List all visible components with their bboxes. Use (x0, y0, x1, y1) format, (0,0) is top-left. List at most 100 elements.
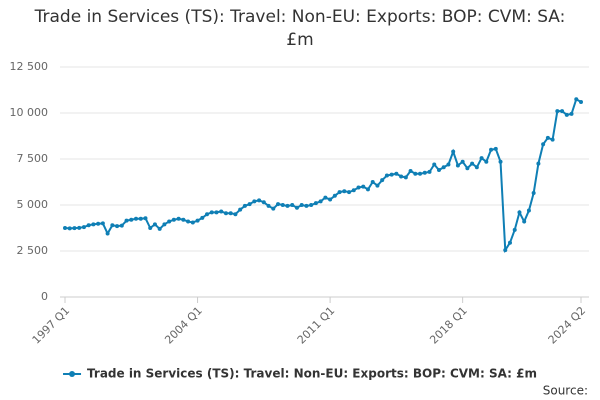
point (309, 203, 314, 207)
point (171, 217, 176, 222)
point (517, 210, 522, 215)
point (361, 184, 366, 189)
legend-marker (69, 371, 76, 377)
point (479, 156, 484, 161)
point (498, 159, 503, 164)
point (96, 221, 101, 226)
point (503, 248, 508, 253)
point (228, 211, 233, 216)
point (579, 99, 583, 104)
y-tick-label: 7 500 (17, 152, 49, 165)
point (313, 201, 318, 206)
point (413, 171, 418, 176)
point (257, 198, 262, 203)
point (233, 212, 238, 217)
point (162, 222, 167, 227)
point (550, 137, 555, 142)
legend-label: Trade in Services (TS): Travel: Non-EU: … (87, 367, 537, 381)
point (124, 218, 129, 223)
point (72, 226, 77, 231)
point (441, 165, 446, 170)
point (280, 203, 285, 207)
point (512, 227, 517, 232)
point (115, 224, 120, 229)
point (408, 168, 413, 173)
point (531, 191, 536, 196)
point (318, 199, 323, 204)
point (271, 206, 276, 211)
point (337, 190, 342, 195)
point (294, 205, 299, 210)
point (290, 203, 295, 207)
point (247, 202, 252, 207)
x-tick-label: 2004 Q1 (162, 304, 205, 347)
point (526, 208, 531, 213)
point (365, 187, 370, 192)
point (489, 147, 494, 152)
point (436, 168, 441, 173)
point (418, 171, 423, 176)
point (474, 165, 479, 170)
point (67, 226, 72, 231)
point (342, 189, 347, 194)
point (389, 172, 394, 177)
point (569, 111, 574, 116)
point (152, 222, 157, 227)
point (484, 159, 489, 164)
point (181, 217, 186, 222)
point (399, 174, 404, 179)
point (167, 219, 172, 224)
point (205, 212, 210, 217)
point (143, 216, 148, 221)
point (195, 218, 200, 223)
source: Source: (543, 384, 588, 398)
point (100, 221, 105, 226)
y-tick-label: 5 000 (17, 198, 49, 211)
y-tick-label: 0 (41, 290, 48, 303)
point (261, 200, 266, 205)
point (86, 223, 91, 228)
point (555, 109, 560, 114)
point (276, 202, 281, 207)
point (266, 203, 271, 208)
chart-title: Trade in Services (TS): Travel: Non-EU: … (34, 7, 566, 50)
point (148, 226, 153, 230)
point (138, 216, 143, 221)
point (190, 220, 195, 225)
point (105, 231, 110, 236)
point (91, 222, 96, 227)
point (564, 112, 569, 117)
point (299, 203, 304, 207)
point (380, 178, 385, 183)
x-tick-label: 1997 Q1 (30, 304, 73, 347)
point (422, 170, 427, 175)
point (186, 219, 191, 224)
point (157, 226, 162, 231)
point (446, 162, 451, 167)
point (536, 161, 541, 166)
line (64, 97, 582, 254)
point (370, 180, 375, 184)
point (541, 142, 546, 147)
point (63, 226, 67, 230)
point (356, 185, 361, 190)
point (432, 162, 437, 167)
point (545, 135, 550, 140)
point (119, 223, 124, 228)
point (285, 203, 290, 208)
point (209, 210, 214, 215)
point (252, 199, 257, 204)
point (403, 175, 408, 180)
point (176, 216, 181, 221)
point (522, 219, 527, 224)
point (238, 207, 243, 212)
y-tick-label: 10 000 (10, 106, 49, 119)
point (455, 163, 460, 168)
point (347, 190, 352, 195)
point (351, 188, 356, 193)
point (214, 210, 219, 215)
point (375, 183, 380, 188)
point (129, 217, 134, 222)
